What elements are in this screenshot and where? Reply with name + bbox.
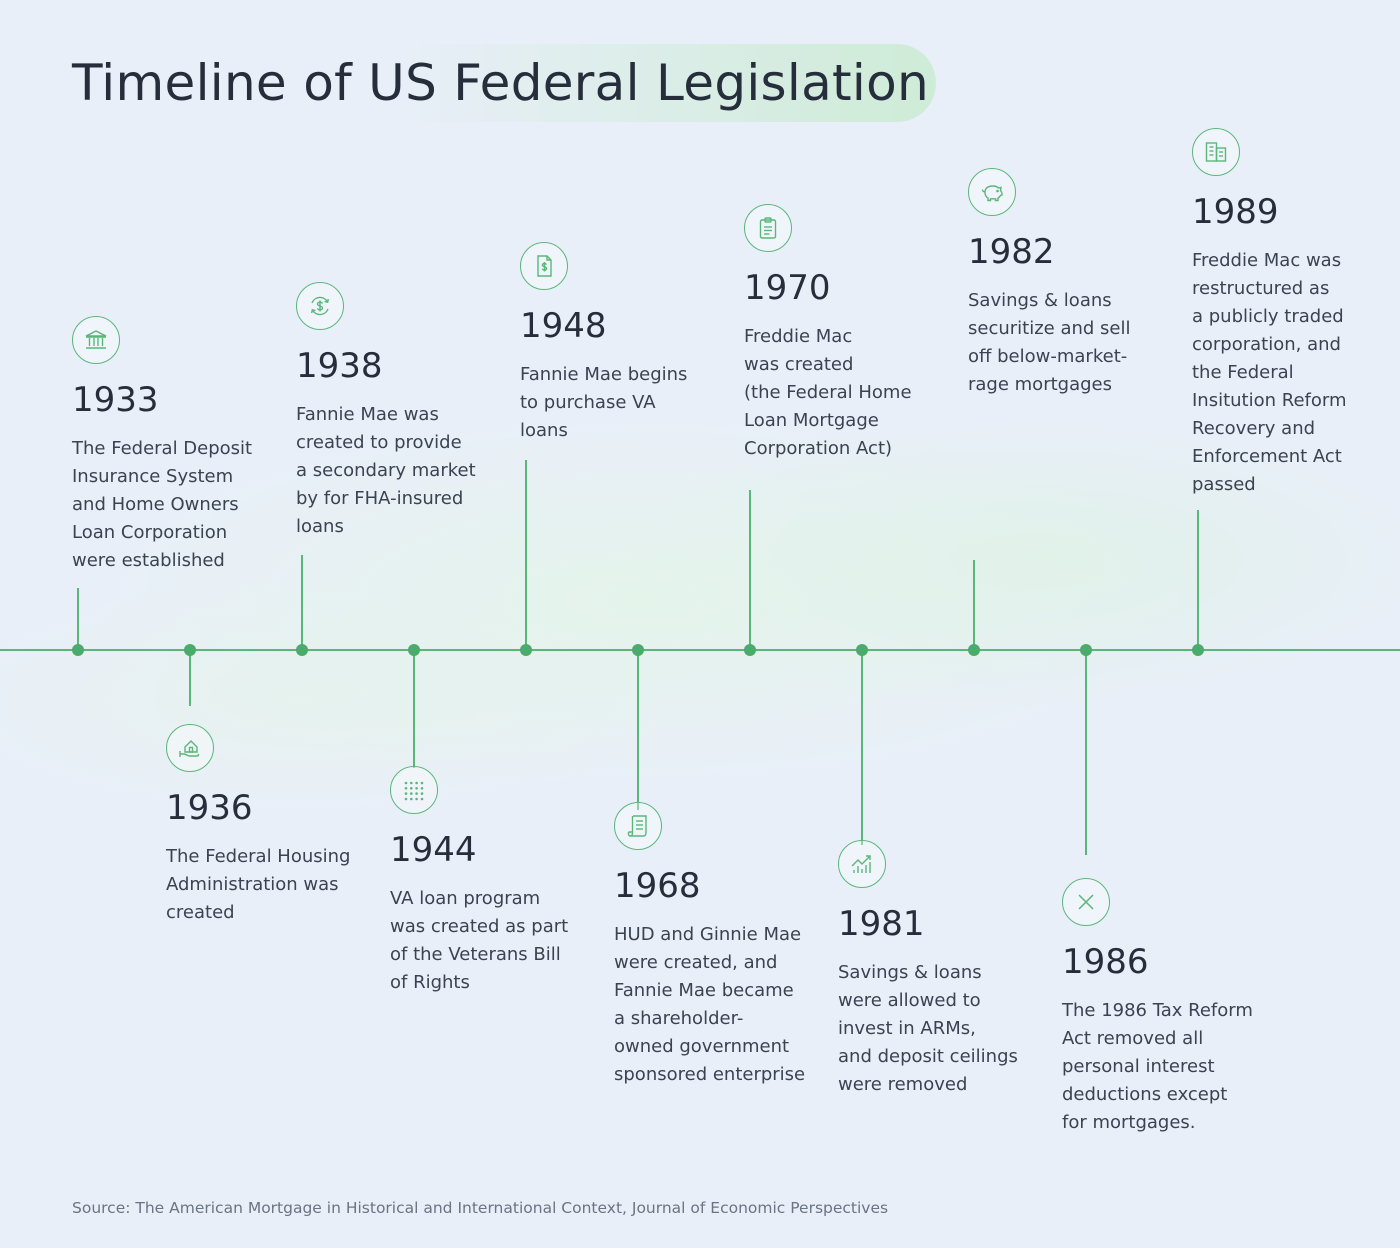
event-description: HUD and Ginnie Mae were created, and Fan… [614, 924, 806, 1085]
event-description: VA loan program was created as part of t… [390, 888, 569, 993]
event-year: 1986 [1062, 942, 1149, 982]
event-year: 1944 [390, 830, 477, 870]
event-description: Savings & loans securitize and sell off … [968, 290, 1131, 395]
event-description: The 1986 Tax Reform Act removed all pers… [1062, 1000, 1253, 1133]
timeline-dot-1982 [968, 644, 980, 656]
stem-1936 [189, 650, 191, 706]
event-description: The Federal Housing Administration was c… [166, 846, 351, 923]
page-title: Timeline of US Federal Legislation [72, 54, 930, 112]
source-note: Source: The American Mortgage in Histori… [72, 1199, 889, 1217]
stem-1938 [301, 555, 303, 650]
stem-1970 [749, 490, 751, 650]
timeline-axis [0, 649, 1400, 651]
house-in-hand-icon [166, 724, 214, 772]
title-highlight [42, 44, 936, 122]
timeline-dot-1936 [184, 644, 196, 656]
stem-1968 [637, 650, 639, 810]
event-year: 1989 [1192, 192, 1279, 232]
timeline-dot-1948 [520, 644, 532, 656]
bank-icon [72, 316, 120, 364]
event-description: The Federal Deposit Insurance System and… [72, 438, 253, 571]
timeline-dot-1981 [856, 644, 868, 656]
timeline-dot-1986 [1080, 644, 1092, 656]
stem-1982 [973, 560, 975, 650]
stem-1986 [1085, 650, 1087, 855]
event-description: Savings & loans were allowed to invest i… [838, 962, 1018, 1095]
stem-1933 [77, 588, 79, 650]
event-description: Fannie Mae begins to purchase VA loans [520, 364, 688, 441]
stem-1989 [1197, 510, 1199, 650]
dot-grid-icon [390, 766, 438, 814]
timeline-dot-1938 [296, 644, 308, 656]
event-year: 1933 [72, 380, 159, 420]
timeline-dot-1968 [632, 644, 644, 656]
event-year: 1970 [744, 268, 831, 308]
event-year: 1936 [166, 788, 253, 828]
timeline-dot-1989 [1192, 644, 1204, 656]
event-year: 1948 [520, 306, 607, 346]
timeline-dot-1933 [72, 644, 84, 656]
x-mark-icon [1062, 878, 1110, 926]
piggy-bank-icon [968, 168, 1016, 216]
building-icon [1192, 128, 1240, 176]
dollar-document-icon [520, 242, 568, 290]
event-year: 1981 [838, 904, 925, 944]
timeline-dot-1944 [408, 644, 420, 656]
growth-chart-icon [838, 840, 886, 888]
stem-1948 [525, 460, 527, 650]
event-year: 1982 [968, 232, 1055, 272]
stem-1944 [413, 650, 415, 768]
event-description: Freddie Mac was created (the Federal Hom… [744, 326, 912, 459]
clipboard-icon [744, 204, 792, 252]
receipt-icon [614, 802, 662, 850]
event-year: 1938 [296, 346, 383, 386]
stem-1981 [861, 650, 863, 845]
event-year: 1968 [614, 866, 701, 906]
event-description: Fannie Mae was created to provide a seco… [296, 404, 476, 537]
event-description: Freddie Mac was restructured as a public… [1192, 250, 1347, 495]
dollar-cycle-icon [296, 282, 344, 330]
timeline-dot-1970 [744, 644, 756, 656]
